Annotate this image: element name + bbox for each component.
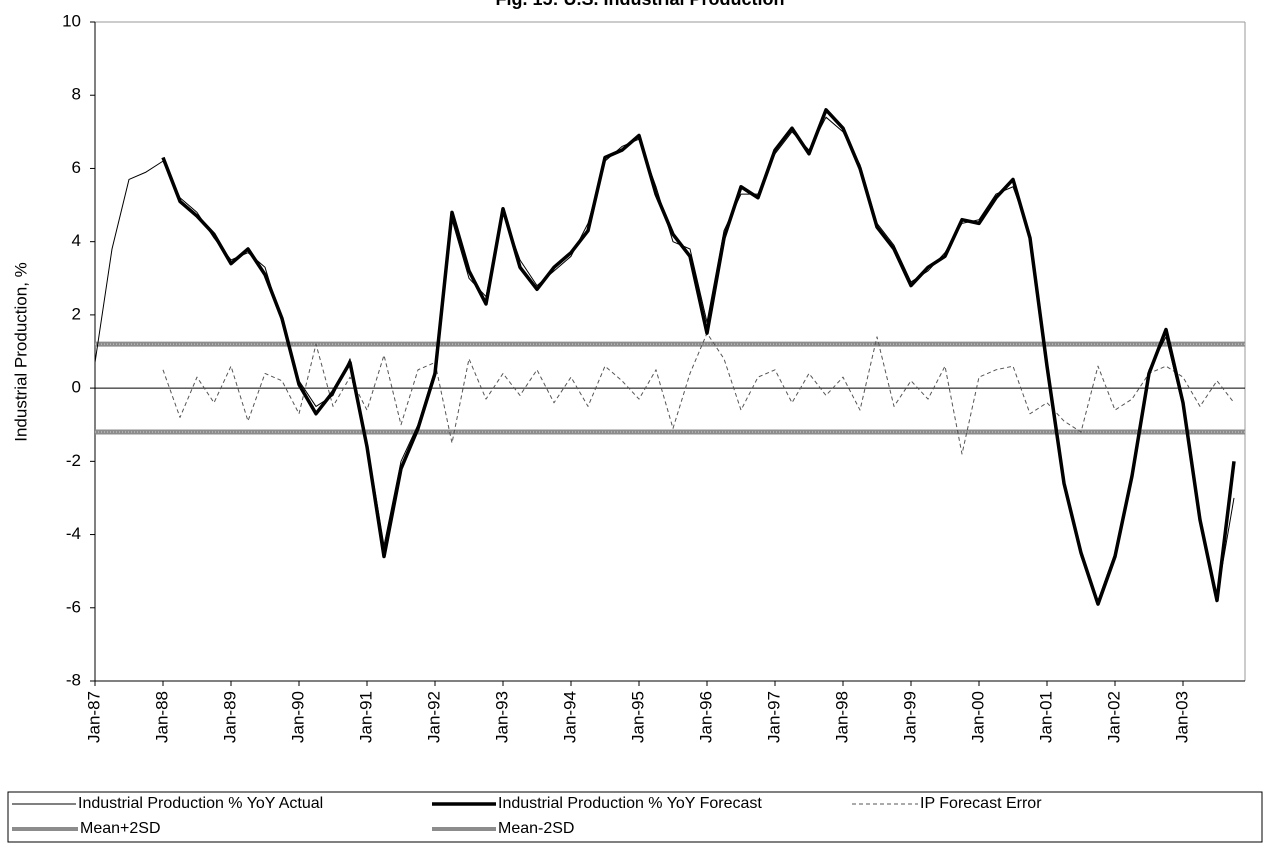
x-tick-label: Jan-92 [424,691,443,743]
legend-label: Mean+2SD [80,820,161,837]
y-tick-label: -8 [66,670,81,689]
y-tick-label: -2 [66,451,81,470]
x-tick-label: Jan-91 [356,691,375,743]
x-tick-label: Jan-00 [968,691,987,743]
series-line [161,108,1236,606]
x-tick-label: Jan-01 [1036,691,1055,743]
y-tick-label: 10 [62,11,81,30]
legend-label: Mean-2SD [498,820,574,837]
y-tick-label: 0 [72,378,81,397]
x-tick-label: Jan-97 [764,691,783,743]
y-axis-label: Industrial Production, % [11,262,30,442]
y-tick-label: 6 [72,158,81,177]
y-tick-label: 8 [72,85,81,104]
legend-box [7,791,1263,843]
x-tick-label: Jan-94 [560,691,579,743]
x-tick-label: Jan-87 [84,691,103,743]
x-tick-label: Jan-03 [1172,691,1191,743]
x-tick-label: Jan-93 [492,691,511,743]
y-tick-label: -6 [66,597,81,616]
x-tick-label: Jan-95 [628,691,647,743]
series-line [162,332,1235,455]
x-tick-label: Jan-98 [832,691,851,743]
legend-label: Industrial Production % YoY Forecast [498,795,762,812]
y-tick-label: 4 [72,231,81,250]
chart-title: Fig. 15: U.S. Industrial Production [495,0,784,9]
x-tick-label: Jan-02 [1104,691,1123,743]
x-tick-label: Jan-90 [288,691,307,743]
x-tick-label: Jan-88 [152,691,171,743]
series-line [94,116,1235,601]
x-tick-label: Jan-99 [900,691,919,743]
x-tick-label: Jan-89 [220,691,239,743]
x-tick-label: Jan-96 [696,691,715,743]
y-tick-label: 2 [72,304,81,323]
legend-label: Industrial Production % YoY Actual [78,795,323,812]
legend-label: IP Forecast Error [920,795,1042,812]
y-tick-label: -4 [66,524,81,543]
